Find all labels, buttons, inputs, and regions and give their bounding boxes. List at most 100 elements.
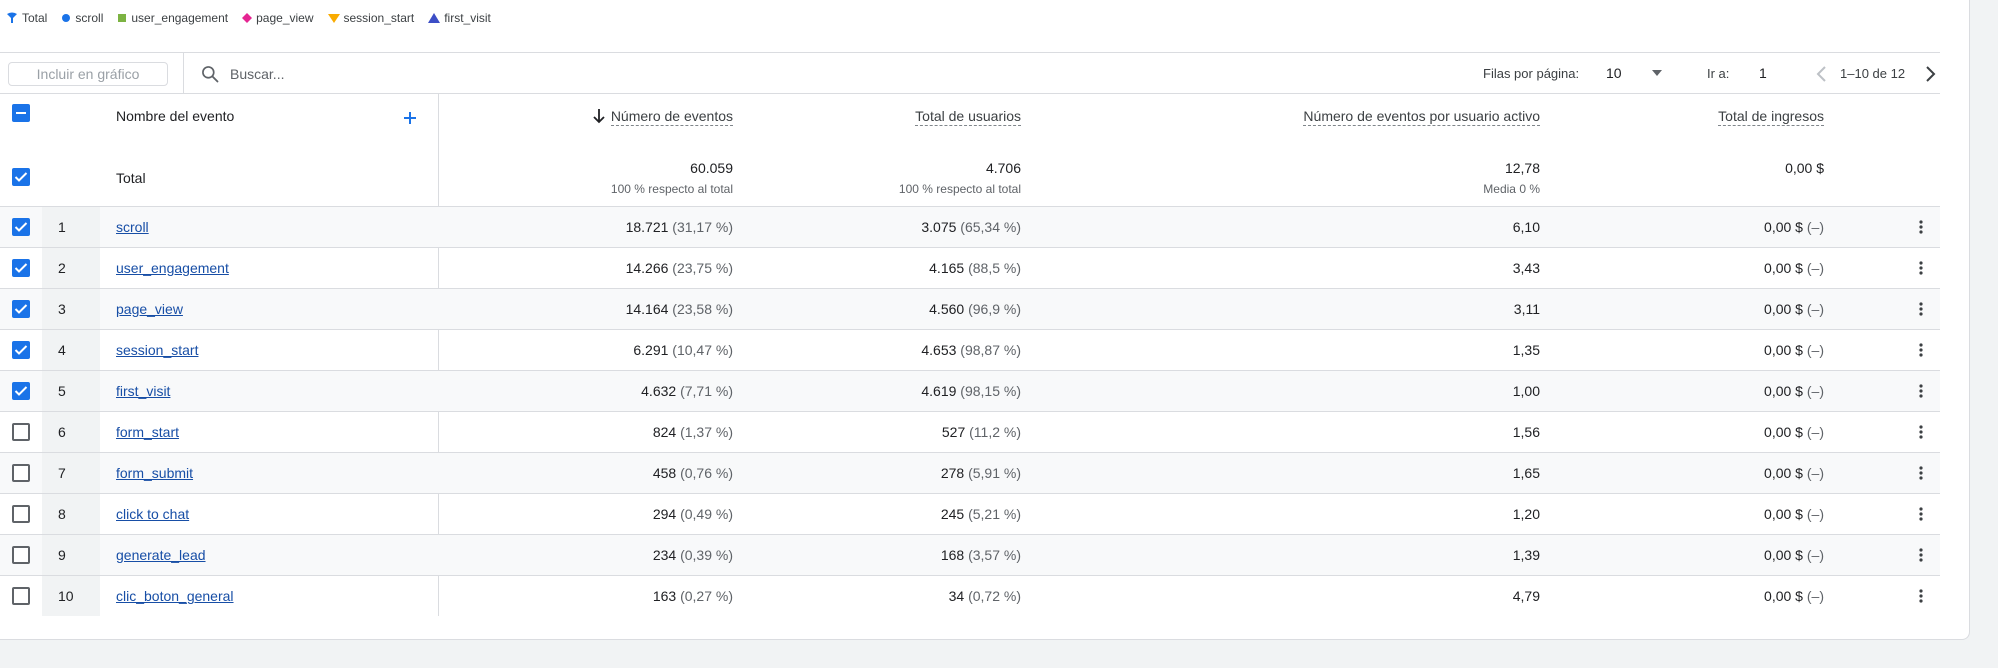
- goto-page-input[interactable]: 1: [1759, 65, 1767, 81]
- event-count-cell: 14.266 (23,75 %): [626, 260, 733, 276]
- event-name-link[interactable]: user_engagement: [116, 260, 229, 276]
- row-checkbox[interactable]: [12, 587, 30, 605]
- revenue-value: 0,00 $: [1764, 547, 1803, 563]
- more-vert-icon[interactable]: [1918, 259, 1924, 277]
- rows-per-page-select[interactable]: 10: [1606, 65, 1622, 81]
- event-name-link[interactable]: click to chat: [116, 506, 190, 522]
- chevron-left-icon[interactable]: [1813, 64, 1831, 84]
- event-count: 294: [652, 506, 677, 522]
- check-icon: [14, 386, 28, 396]
- legend-label: scroll: [75, 11, 104, 25]
- event-count-pct: (1,37 %): [680, 424, 733, 440]
- total-users-cell: 4.619 (98,15 %): [921, 383, 1021, 399]
- arrow-down-icon[interactable]: [592, 108, 606, 124]
- table-row: 5 first_visit 4.632 (7,71 %) 4.619 (98,15 %…: [0, 370, 1940, 411]
- row-checkbox[interactable]: [12, 464, 30, 482]
- event-count: 14.266: [625, 260, 669, 276]
- event-count-pct: (23,75 %): [672, 260, 733, 276]
- more-vert-icon[interactable]: [1918, 382, 1924, 400]
- more-vert-icon[interactable]: [1918, 587, 1924, 605]
- revenue-cell: 0,00 $ (–): [1764, 506, 1824, 522]
- total-revenue: 0,00 $: [1785, 160, 1824, 176]
- event-name-link[interactable]: clic_boton_general: [116, 588, 234, 604]
- revenue-pct: (–): [1806, 219, 1824, 235]
- include-in-chart-button[interactable]: Incluir en gráfico: [8, 62, 168, 86]
- total-events-per-user-sub: Media 0 %: [1483, 182, 1540, 196]
- more-vert-icon[interactable]: [1918, 423, 1924, 441]
- legend-label: session_start: [343, 11, 415, 25]
- row-checkbox[interactable]: [12, 341, 30, 359]
- minus-icon: [16, 112, 26, 114]
- header-events-per-user[interactable]: Número de eventos por usuario activo: [1303, 108, 1540, 126]
- revenue-pct: (–): [1806, 383, 1824, 399]
- legend-label: page_view: [256, 11, 314, 25]
- event-count: 14.164: [625, 301, 669, 317]
- row-index: 8: [58, 506, 66, 522]
- legend-item-session-start[interactable]: session_start: [327, 11, 415, 25]
- row-checkbox[interactable]: [12, 300, 30, 318]
- event-name-link[interactable]: first_visit: [116, 383, 171, 399]
- event-count-cell: 4.632 (7,71 %): [641, 383, 733, 399]
- legend-item-page-view[interactable]: page_view: [242, 11, 314, 25]
- row-checkbox[interactable]: [12, 546, 30, 564]
- header-total-revenue[interactable]: Total de ingresos: [1718, 108, 1824, 126]
- event-count-pct: (10,47 %): [672, 342, 733, 358]
- event-name-link[interactable]: generate_lead: [116, 547, 206, 563]
- row-index-cell: [42, 330, 100, 370]
- row-checkbox[interactable]: [12, 382, 30, 400]
- event-name-link[interactable]: scroll: [116, 219, 149, 235]
- header-event-name[interactable]: Nombre del evento: [116, 108, 235, 124]
- header-total-users[interactable]: Total de usuarios: [915, 108, 1021, 126]
- total-checkbox[interactable]: [12, 168, 30, 186]
- total-events-per-user: 12,78: [1504, 160, 1540, 176]
- chevron-right-icon[interactable]: [1921, 64, 1939, 84]
- event-count-pct: (0,49 %): [680, 506, 733, 522]
- legend-item-scroll[interactable]: scroll: [61, 11, 103, 25]
- more-vert-icon[interactable]: [1918, 218, 1924, 236]
- revenue-value: 0,00 $: [1764, 383, 1803, 399]
- total-users-cell: 527 (11,2 %): [942, 424, 1021, 440]
- more-vert-icon[interactable]: [1918, 341, 1924, 359]
- event-name-link[interactable]: form_submit: [116, 465, 194, 481]
- user-count: 4.165: [929, 260, 965, 276]
- caret-down-icon[interactable]: [1651, 68, 1663, 78]
- event-count: 6.291: [633, 342, 669, 358]
- more-vert-icon[interactable]: [1918, 300, 1924, 318]
- row-checkbox[interactable]: [12, 505, 30, 523]
- square-marker-icon: [118, 14, 127, 22]
- row-checkbox[interactable]: [12, 259, 30, 277]
- event-count-cell: 234 (0,39 %): [653, 547, 733, 563]
- row-index-cell: [42, 494, 100, 534]
- triangle-up-marker-icon: [428, 13, 441, 23]
- more-vert-icon[interactable]: [1918, 464, 1924, 482]
- revenue-value: 0,00 $: [1764, 506, 1803, 522]
- table-row: 3 page_view 14.164 (23,58 %) 4.560 (96,9 %)…: [0, 288, 1940, 329]
- legend-item-user-engagement[interactable]: user_engagement: [117, 11, 228, 25]
- more-vert-icon[interactable]: [1918, 505, 1924, 523]
- check-icon: [14, 222, 28, 232]
- plus-icon[interactable]: [402, 110, 418, 126]
- row-checkbox[interactable]: [12, 423, 30, 441]
- event-count-pct: (7,71 %): [680, 383, 733, 399]
- event-name-link[interactable]: page_view: [116, 301, 183, 317]
- row-checkbox[interactable]: [12, 218, 30, 236]
- event-name-link[interactable]: session_start: [116, 342, 199, 358]
- table-row: 9 generate_lead 234 (0,39 %) 168 (3,57 %) 1,…: [0, 534, 1940, 575]
- revenue-cell: 0,00 $ (–): [1764, 219, 1824, 235]
- more-vert-icon[interactable]: [1918, 546, 1924, 564]
- select-all-checkbox[interactable]: [12, 104, 30, 122]
- event-name-link[interactable]: form_start: [116, 424, 180, 440]
- revenue-pct: (–): [1806, 588, 1824, 604]
- legend-item-first-visit[interactable]: first_visit: [428, 11, 491, 25]
- revenue-value: 0,00 $: [1764, 301, 1803, 317]
- triangle-down-marker-icon: [327, 14, 340, 23]
- revenue-pct: (–): [1806, 465, 1824, 481]
- header-event-count[interactable]: Número de eventos: [610, 108, 733, 126]
- search-input[interactable]: [230, 62, 730, 86]
- row-index-cell: [42, 207, 100, 247]
- revenue-cell: 0,00 $ (–): [1764, 588, 1824, 604]
- legend-item-total[interactable]: Total: [6, 11, 47, 25]
- total-events: 60.059: [690, 160, 733, 176]
- pagination-range: 1–10 de 12: [1840, 66, 1906, 81]
- total-marker-icon: [7, 12, 17, 23]
